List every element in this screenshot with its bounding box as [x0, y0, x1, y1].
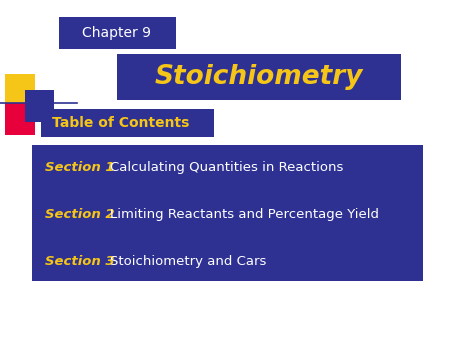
Text: Section 1: Section 1 — [45, 161, 115, 174]
Text: Table of Contents: Table of Contents — [52, 116, 189, 130]
Text: Section 2: Section 2 — [45, 208, 115, 221]
Text: Stoichiometry: Stoichiometry — [154, 64, 363, 90]
Text: Chapter 9: Chapter 9 — [82, 26, 152, 40]
FancyBboxPatch shape — [32, 145, 423, 281]
Text: Stoichiometry and Cars: Stoichiometry and Cars — [110, 256, 266, 268]
Text: Section 3: Section 3 — [45, 256, 115, 268]
FancyBboxPatch shape — [40, 109, 214, 137]
FancyBboxPatch shape — [58, 17, 176, 49]
FancyBboxPatch shape — [5, 74, 35, 106]
Text: Calculating Quantities in Reactions: Calculating Quantities in Reactions — [110, 161, 344, 174]
FancyBboxPatch shape — [25, 90, 54, 122]
Text: Limiting Reactants and Percentage Yield: Limiting Reactants and Percentage Yield — [110, 208, 379, 221]
FancyBboxPatch shape — [5, 103, 35, 135]
FancyBboxPatch shape — [117, 54, 400, 100]
